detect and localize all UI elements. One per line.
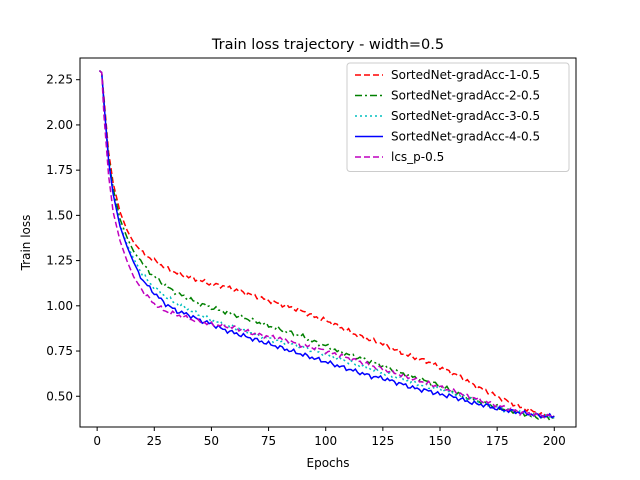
series-layer [98, 70, 555, 422]
legend-label: SortedNet-gradAcc-2-0.5 [391, 89, 540, 103]
x-tick-label: 25 [147, 434, 162, 448]
x-tick-label: 125 [371, 434, 394, 448]
y-tick-label: 1.75 [46, 163, 73, 177]
legend-label: SortedNet-gradAcc-4-0.5 [391, 130, 540, 144]
y-tick-label: 0.75 [46, 344, 73, 358]
chart-title: Train loss trajectory - width=0.5 [211, 37, 444, 53]
x-tick-label: 200 [543, 434, 566, 448]
x-tick-label: 75 [261, 434, 276, 448]
legend-label: lcs_p-0.5 [391, 150, 444, 164]
x-tick-label: 100 [314, 434, 337, 448]
y-tick-label: 2.25 [46, 73, 73, 87]
x-tick-label: 0 [93, 434, 101, 448]
legend-label: SortedNet-gradAcc-1-0.5 [391, 68, 540, 82]
y-axis-label: Train loss [19, 215, 33, 272]
series-line-5 [98, 70, 555, 420]
series-line-1 [98, 70, 555, 419]
series-line-3 [98, 70, 555, 419]
x-tick-label: 150 [429, 434, 452, 448]
x-tick-label: 175 [486, 434, 509, 448]
x-tick-label: 50 [204, 434, 219, 448]
y-tick-label: 1.25 [46, 254, 73, 268]
plot-frame [79, 57, 577, 428]
series-line-4 [98, 70, 555, 419]
legend: SortedNet-gradAcc-1-0.5 SortedNet-gradAcc… [346, 62, 570, 172]
ticks-layer: 0 25 50 75 100 125 150 175 200 0.50 0.75 1.00 1.25 1.… [46, 73, 565, 448]
y-tick-label: 1.50 [46, 208, 73, 222]
y-tick-label: 0.50 [46, 389, 73, 403]
y-tick-label: 1.00 [46, 299, 73, 313]
legend-box [346, 62, 570, 172]
x-axis-label: Epochs [307, 456, 350, 470]
y-tick-label: 2.00 [46, 118, 73, 132]
legend-label: SortedNet-gradAcc-3-0.5 [391, 109, 540, 123]
